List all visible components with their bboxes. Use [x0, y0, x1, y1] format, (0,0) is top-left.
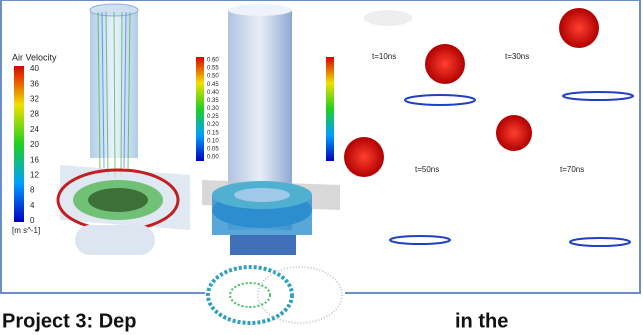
middle-image	[196, 4, 345, 335]
legend-tick-label: 0.60	[207, 58, 219, 64]
legend-tick-label: 0.40	[207, 90, 219, 96]
legend-tick-label: 8	[30, 186, 35, 195]
left-image	[14, 4, 190, 255]
legend-tick-label: 0.10	[207, 138, 219, 144]
screenshot: Air Velocity 4036322824201612840 [m s^-1…	[0, 0, 643, 335]
legend-title: Air Velocity	[12, 52, 57, 62]
legend-tick-label: 16	[30, 155, 39, 164]
legend-tick-label: 0.30	[207, 106, 219, 112]
legend-tick-label: 4	[30, 201, 35, 210]
legend-tick-label: 24	[30, 125, 39, 134]
right-image	[344, 8, 633, 246]
legend-tick-label: 0.15	[207, 130, 219, 136]
legend-tick-label: 12	[30, 171, 39, 180]
legend-tick-label: 40	[30, 64, 39, 73]
legend-tick-label: 20	[30, 140, 39, 149]
caption-end: in the	[455, 310, 508, 332]
legend-tick-label: 28	[30, 110, 39, 119]
legend-tick-label: 0.45	[207, 82, 219, 88]
legend-tick-label: 32	[30, 95, 39, 104]
legend-unit: [m s^-1]	[12, 226, 40, 235]
legend-tick-label: 0.25	[207, 114, 219, 120]
caption-start: Project 3: Dep	[2, 310, 136, 332]
frame-label: t=10ns	[372, 52, 396, 61]
legend-tick-label: 0.05	[207, 146, 219, 152]
legend-tick-label: 0.35	[207, 98, 219, 104]
legend-tick-label: 0	[30, 216, 35, 225]
legend-tick-label: 0.00	[207, 155, 219, 161]
legend-tick-label: 0.20	[207, 122, 219, 128]
legend-tick-label: 0.50	[207, 74, 219, 80]
legend-tick-label: 0.55	[207, 66, 219, 72]
legend-tick-label: 36	[30, 79, 39, 88]
frame-label: t=70ns	[560, 165, 584, 174]
frame-label: t=30ns	[505, 52, 529, 61]
frame-label: t=50ns	[415, 165, 439, 174]
